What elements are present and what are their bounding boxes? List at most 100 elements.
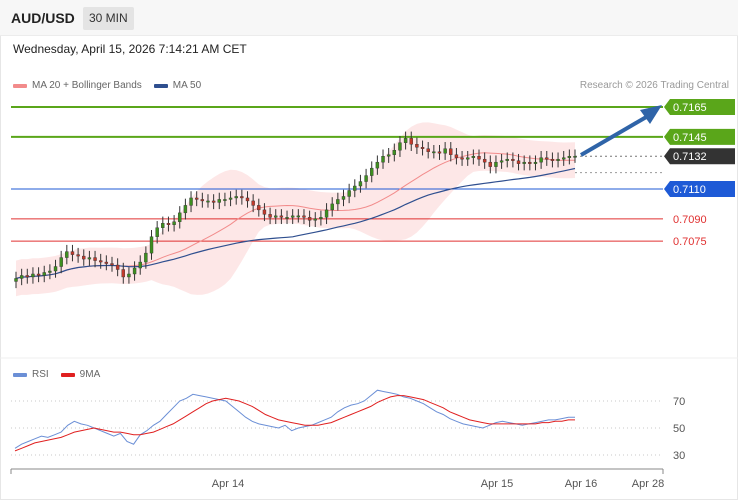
candle-body xyxy=(471,155,476,158)
candle-body xyxy=(59,257,63,267)
candle-body xyxy=(149,236,154,254)
candle-body xyxy=(189,197,193,206)
level-label-0.7110: 0.7110 xyxy=(673,184,706,196)
candle-body xyxy=(381,155,385,163)
legend-rsi-label: RSI xyxy=(32,369,49,380)
candle-body xyxy=(274,215,278,218)
candle-body xyxy=(48,270,52,273)
timeframe-badge[interactable]: 30 MIN xyxy=(83,7,134,30)
ma50-swatch xyxy=(153,83,168,88)
candle-body xyxy=(178,212,182,222)
candle-body xyxy=(110,263,114,266)
candle-body xyxy=(93,257,97,261)
candle-body xyxy=(460,157,464,160)
rsi-tick-50: 50 xyxy=(673,423,685,435)
candle-body xyxy=(161,223,165,228)
candle-body xyxy=(482,158,487,163)
candle-body xyxy=(65,251,69,258)
candle-body xyxy=(454,154,459,158)
candle-body xyxy=(567,155,572,158)
candle-body xyxy=(279,215,284,218)
candle-body xyxy=(392,150,397,155)
candle-body xyxy=(104,261,109,264)
candle-body xyxy=(31,273,35,278)
level-tag-0.7165 xyxy=(664,99,735,115)
credit-text: Research © 2026 Trading Central xyxy=(579,80,729,91)
candle-body xyxy=(522,161,526,164)
candle-body xyxy=(516,160,521,164)
candle-body xyxy=(324,209,329,218)
symbol-title: AUD/USD xyxy=(11,10,75,26)
level-tag-0.7110 xyxy=(664,181,735,197)
candle-body xyxy=(403,138,408,143)
candle-body xyxy=(223,199,227,201)
candle-body xyxy=(398,142,402,151)
candle-body xyxy=(82,255,86,260)
candle-body xyxy=(25,275,29,278)
candle-body xyxy=(138,261,142,269)
level-tag-0.7145 xyxy=(664,128,735,145)
candle-body xyxy=(121,269,125,278)
candle-body xyxy=(127,273,131,278)
candle-body xyxy=(200,199,205,202)
level-label-0.7075: 0.7075 xyxy=(673,236,707,248)
candle-body xyxy=(285,217,289,219)
candle-body xyxy=(449,148,453,155)
legend-ma20-label: MA 20 + Bollinger Bands xyxy=(32,80,142,91)
timestamp: Wednesday, April 15, 2026 7:14:21 AM CET xyxy=(13,42,247,56)
candle-body xyxy=(257,205,261,211)
legend-ma20: MA 20 + Bollinger Bands xyxy=(13,80,142,91)
rsi-legend: RSI 9MA xyxy=(13,369,112,380)
legend-ma50: MA 50 xyxy=(153,80,202,91)
candle-body xyxy=(36,273,41,276)
candle-body xyxy=(545,157,549,160)
candle-body xyxy=(505,158,509,161)
candle-body xyxy=(87,257,92,260)
9ma-swatch xyxy=(60,372,75,377)
candle-body xyxy=(115,264,120,270)
rsi-swatch xyxy=(13,372,27,377)
candle-body xyxy=(296,215,301,218)
forecast-arrow-shaft xyxy=(579,114,650,157)
rsi-tick-70: 70 xyxy=(673,396,685,408)
candle-body xyxy=(172,221,176,225)
candle-body xyxy=(336,199,340,205)
candle-body xyxy=(347,190,351,197)
candle-body xyxy=(443,148,447,154)
candle-body xyxy=(98,260,103,263)
candle-body xyxy=(370,167,374,176)
candle-body xyxy=(70,251,75,255)
candle-body xyxy=(228,197,233,200)
legend-ma50-label: MA 50 xyxy=(172,80,202,91)
candle-body xyxy=(477,155,481,160)
candle-body xyxy=(437,151,442,154)
candle-body xyxy=(415,144,419,148)
candle-body xyxy=(234,196,238,199)
ma20-swatch xyxy=(13,83,27,88)
candle-body xyxy=(307,217,312,221)
candle-body xyxy=(217,199,221,203)
candle-body xyxy=(330,203,334,211)
candle-body xyxy=(533,161,538,164)
x-tick-label: Apr 14 xyxy=(212,478,244,490)
candle-body xyxy=(409,138,413,145)
candle-body xyxy=(144,252,148,263)
candle-body xyxy=(166,223,171,225)
level-label-0.7145: 0.7145 xyxy=(673,132,707,144)
rsi-series-rsi xyxy=(14,389,575,449)
chart-header: AUD/USD 30 MIN xyxy=(0,0,738,36)
candle-body xyxy=(313,218,317,221)
candle-body xyxy=(14,278,18,282)
candle-body xyxy=(550,158,555,161)
x-tick-label: Apr 28 xyxy=(632,478,664,490)
candle-body xyxy=(183,205,188,214)
candle-body xyxy=(353,185,357,191)
candle-body xyxy=(432,151,436,154)
price-legend: MA 20 + Bollinger Bands MA 50 xyxy=(13,80,213,91)
candle-body xyxy=(499,160,504,163)
candle-body xyxy=(262,209,267,215)
forecast-arrow-head xyxy=(640,105,662,124)
candle-body xyxy=(358,181,363,187)
candle-body xyxy=(155,227,159,237)
